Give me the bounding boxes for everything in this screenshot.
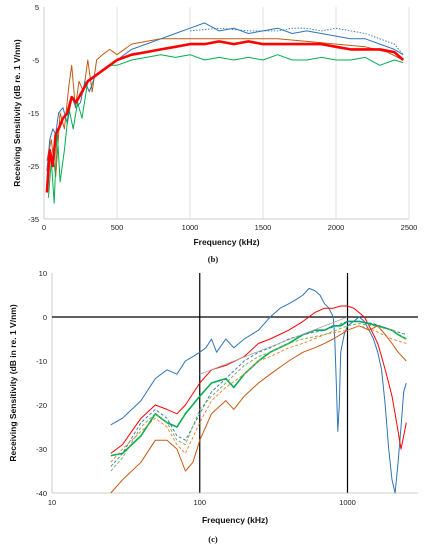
chart-c-y-tick-label: -40	[36, 489, 47, 498]
chart-c-series-line-2	[110, 305, 407, 454]
chart-c-axes	[51, 273, 418, 494]
chart-c-y-axis-label: Receiving Sensitivity (dB in re. 1 V/nm)	[8, 304, 18, 461]
chart-b-y-tick-label: 5	[35, 3, 39, 12]
chart-b-x-tick-label: 500	[111, 223, 124, 232]
chart-b-series-line-3	[189, 27, 404, 55]
chart-b-x-tick-label: 1500	[255, 223, 272, 232]
chart-c-series	[110, 287, 407, 494]
chart-b-y-tick-label: -15	[28, 109, 39, 118]
chart-c-series-line-6	[110, 323, 407, 472]
chart-b-x-axis-label: Frequency (kHz)	[193, 237, 259, 247]
chart-b: 0 500 1000 1500 2000 2500 5 -5 -15 -25 -35 Frequen…	[12, 3, 417, 264]
chart-b-y-axis-label: Receiving Sensitivity (dB re. 1 V/nm)	[12, 39, 22, 187]
chart-b-x-tick-label: 1000	[182, 223, 199, 232]
chart-c-x-tick-label: 10	[48, 498, 56, 507]
chart-b-y-tick-label: -25	[28, 162, 39, 171]
chart-c-x-tick-label: 100	[193, 498, 206, 507]
chart-c-y-tick-label: 0	[43, 313, 47, 322]
chart-b-y-tick-label: -5	[32, 56, 39, 65]
chart-c-y-tick-label: -20	[36, 401, 47, 410]
chart-b-series-line-4	[47, 54, 404, 204]
chart-b-y-tick-label: -35	[28, 215, 39, 224]
chart-c-x-axis-label: Frequency (kHz)	[202, 515, 268, 525]
chart-c-y-tick-label: -30	[36, 445, 47, 454]
chart-c-y-tick-label: -10	[36, 357, 47, 366]
chart-b-axes	[43, 7, 409, 220]
chart-b-series-line-2	[46, 22, 404, 172]
chart-c-series-line-3	[110, 320, 407, 457]
chart-b-series-line-5	[45, 40, 405, 193]
chart-c-series-line-1	[110, 287, 407, 494]
chart-c-panel-label: (c)	[208, 534, 218, 544]
chart-c-y-tick-label: 10	[39, 269, 47, 278]
chart-b-tick-labels: 0 500 1000 1500 2000 2500 5 -5 -15 -25 -35	[28, 3, 417, 232]
chart-c-series-line-5	[110, 320, 407, 467]
chart-b-x-tick-label: 0	[42, 223, 46, 232]
chart-c-x-tick-label: 1000	[339, 498, 356, 507]
chart-b-gridlines	[116, 7, 410, 219]
chart-b-x-tick-label: 2500	[401, 223, 418, 232]
chart-b-panel-label: (b)	[208, 254, 219, 264]
chart-c-series-line-4	[110, 325, 407, 494]
chart-c-gridlines	[199, 273, 349, 493]
chart-c-series-line-8	[199, 316, 348, 375]
chart-b-series	[45, 22, 405, 204]
chart-c-series-line-7	[110, 325, 407, 463]
chart-b-series-line-1	[46, 38, 404, 178]
chart-b-x-tick-label: 2000	[328, 223, 345, 232]
